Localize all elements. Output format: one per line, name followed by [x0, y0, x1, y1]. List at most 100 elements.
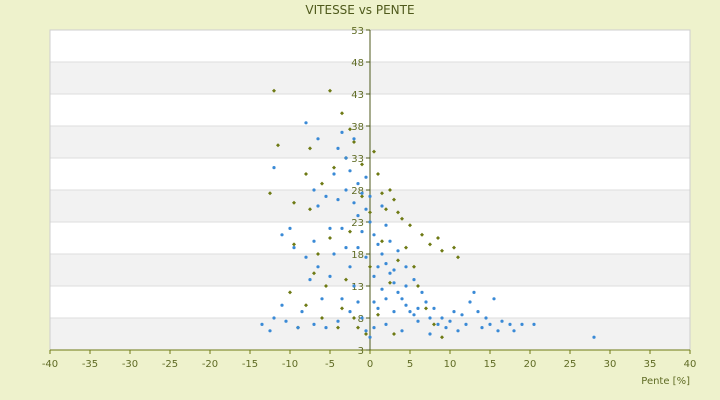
x-tick-label: 30 [604, 359, 617, 370]
data-point-series-1 [404, 245, 408, 250]
data-point-series-2 [380, 287, 384, 291]
data-point-series-2 [492, 297, 496, 301]
data-point-series-2 [348, 310, 352, 314]
data-point-series-1 [304, 172, 308, 176]
data-point-series-2 [360, 191, 364, 195]
data-point-series-2 [372, 300, 376, 304]
data-point-series-1 [360, 162, 364, 167]
data-point-series-2 [368, 194, 372, 198]
data-point-series-1 [320, 316, 324, 320]
data-point-series-2 [344, 246, 348, 250]
x-axis: -40 -35 -30 -25 -20 -15 -10 -5 0 5 10 15 20 25 30 35 40 [42, 349, 696, 370]
data-point-series-2 [464, 322, 468, 326]
data-point-series-2 [364, 175, 368, 179]
data-point-series-2 [388, 239, 392, 243]
data-point-series-2 [260, 322, 264, 326]
data-point-series-1 [328, 236, 332, 240]
data-point-series-2 [428, 332, 432, 336]
data-point-series-2 [456, 329, 460, 333]
data-point-series-2 [416, 306, 420, 310]
data-point-series-2 [452, 310, 456, 314]
data-point-series-2 [364, 329, 368, 333]
data-point-series-2 [408, 310, 412, 314]
data-point-series-2 [428, 316, 432, 320]
data-point-series-1 [396, 210, 400, 215]
data-point-series-2 [388, 271, 392, 275]
y-tick-label: 28 [351, 186, 364, 197]
data-point-series-2 [592, 335, 596, 339]
x-tick-label: -5 [325, 359, 335, 370]
data-point-series-2 [352, 201, 356, 205]
data-point-series-2 [424, 300, 428, 304]
data-point-series-1 [340, 111, 344, 116]
data-point-series-1 [344, 277, 348, 282]
x-tick-label: -15 [242, 359, 258, 370]
data-point-series-2 [404, 303, 408, 307]
x-tick-label: -40 [42, 359, 58, 370]
data-point-series-1 [428, 242, 432, 247]
data-point-series-2 [412, 313, 416, 317]
data-point-series-2 [340, 130, 344, 134]
data-point-series-2 [440, 316, 444, 320]
data-point-series-2 [356, 214, 360, 218]
data-point-series-2 [320, 297, 324, 301]
data-point-series-2 [476, 310, 480, 314]
data-point-series-2 [288, 226, 292, 230]
data-point-series-2 [316, 137, 320, 141]
data-point-series-2 [412, 278, 416, 282]
data-point-series-2 [336, 319, 340, 323]
data-point-series-2 [372, 233, 376, 237]
data-point-series-1 [372, 149, 376, 154]
data-point-series-1 [320, 181, 324, 186]
x-tick-label: -30 [122, 359, 138, 370]
data-point-series-2 [312, 322, 316, 326]
data-point-series-2 [360, 230, 364, 234]
data-point-series-1 [308, 146, 312, 151]
data-point-series-2 [348, 169, 352, 173]
data-point-series-1 [436, 236, 440, 240]
x-tick-label: 25 [564, 359, 577, 370]
data-point-series-1 [288, 290, 292, 295]
data-point-series-1 [388, 280, 392, 285]
data-point-series-2 [436, 322, 440, 326]
data-point-series-2 [376, 242, 380, 246]
data-point-series-2 [352, 137, 356, 141]
data-point-series-1 [392, 197, 396, 202]
data-point-series-2 [324, 194, 328, 198]
data-point-series-1 [412, 264, 416, 269]
data-point-series-1 [368, 264, 372, 269]
data-point-series-1 [308, 207, 312, 212]
data-point-series-2 [460, 313, 464, 317]
x-tick-label: -25 [162, 359, 178, 370]
x-tick-label: 20 [524, 359, 537, 370]
data-point-series-2 [332, 172, 336, 176]
x-tick-label: -35 [82, 359, 98, 370]
x-tick-label: -20 [202, 359, 218, 370]
data-point-series-2 [448, 319, 452, 323]
data-point-series-2 [364, 255, 368, 259]
data-point-series-2 [500, 319, 504, 323]
data-point-series-1 [408, 223, 412, 228]
data-point-series-2 [332, 252, 336, 256]
data-point-series-2 [420, 290, 424, 294]
data-point-series-2 [272, 316, 276, 320]
data-point-series-1 [340, 306, 344, 311]
data-point-series-2 [372, 274, 376, 278]
data-point-series-2 [396, 290, 400, 294]
x-tick-label: 10 [444, 359, 457, 370]
data-point-series-1 [304, 303, 308, 308]
data-point-series-2 [384, 297, 388, 301]
y-tick-label: 18 [351, 250, 364, 261]
data-point-series-2 [308, 278, 312, 282]
data-point-series-2 [292, 246, 296, 250]
data-point-series-2 [328, 274, 332, 278]
data-point-series-1 [420, 232, 424, 237]
data-point-series-2 [268, 329, 272, 333]
data-point-series-2 [316, 265, 320, 269]
data-point-series-1 [332, 165, 336, 170]
data-point-series-1 [352, 140, 356, 144]
data-point-series-2 [280, 233, 284, 237]
y-tick-label: 23 [351, 218, 364, 229]
